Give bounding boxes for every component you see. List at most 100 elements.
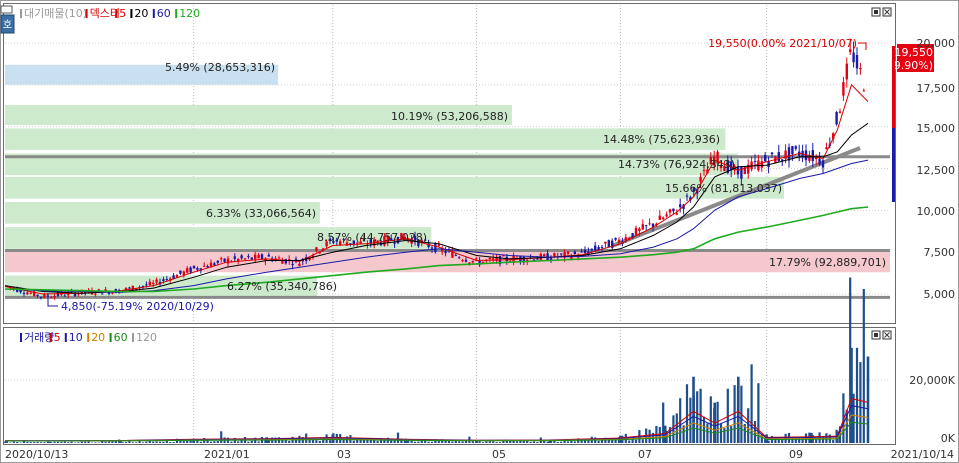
- moving-average-lines: [4, 83, 869, 295]
- current-change: ( 29.90%): [879, 59, 933, 72]
- volume-bar: [342, 437, 345, 443]
- volume-bar: [264, 438, 267, 443]
- y-tick-label: 12,500: [917, 164, 956, 177]
- side-tab-bg[interactable]: [0, 14, 15, 34]
- volume-bar: [549, 440, 553, 443]
- side-tab-label[interactable]: 호: [3, 19, 12, 31]
- candle-body: [685, 195, 689, 197]
- high-annotation-text: 19,550(0.00% 2021/10/07): [708, 37, 857, 50]
- volume-panel-buttons: [871, 330, 892, 340]
- volume-bar: [719, 423, 723, 443]
- candle-body: [111, 291, 114, 294]
- volume-bar: [410, 440, 413, 443]
- candle-body: [787, 147, 791, 161]
- volume-bar: [685, 384, 689, 443]
- candle-body: [267, 254, 270, 257]
- candle-body: [264, 258, 267, 262]
- volume-bar: [199, 441, 202, 443]
- candle-body: [189, 267, 192, 273]
- candle-body: [444, 250, 447, 254]
- candle-body: [152, 282, 155, 285]
- candle-body: [165, 278, 168, 280]
- volume-bar: [196, 439, 199, 443]
- candle-body: [481, 261, 485, 264]
- candle-body: [689, 197, 692, 201]
- candle-body: [743, 166, 746, 175]
- candle-body: [179, 270, 182, 274]
- volume-bar: [169, 442, 172, 443]
- y-tick-label: 5,000: [924, 288, 956, 301]
- volume-bar: [573, 441, 576, 443]
- candle-body: [563, 251, 566, 258]
- volume-bar-peak: [548, 440, 551, 443]
- volume-bar: [471, 441, 474, 443]
- candle-body: [770, 152, 774, 155]
- candle-body: [849, 49, 852, 53]
- candle-body: [424, 239, 427, 241]
- volume-bar: [532, 441, 536, 443]
- volume-bar: [798, 437, 801, 443]
- volume-bar: [750, 364, 753, 443]
- candle-body: [250, 257, 253, 260]
- low-annotation-text: 4,850(-75.19% 2020/10/29): [61, 300, 214, 313]
- panel-handle[interactable]: [0, 5, 13, 14]
- volume-bar-peak: [3, 441, 7, 443]
- candle-body: [325, 241, 328, 247]
- candle-body: [233, 256, 236, 259]
- candle-body: [97, 289, 100, 291]
- volume-bar: [328, 440, 332, 443]
- candle-body: [668, 209, 672, 213]
- candle-body: [573, 251, 576, 255]
- candle-body: [294, 258, 298, 260]
- volume-bar: [461, 441, 464, 443]
- legend-label: 덱스터: [90, 7, 120, 20]
- candle-body: [624, 237, 627, 241]
- volume-bar: [80, 441, 83, 443]
- volume-bar: [845, 409, 848, 443]
- candle-body: [791, 146, 794, 155]
- volume-bar: [733, 385, 736, 443]
- ma-line-60: [4, 159, 869, 293]
- legend-swatch: [85, 9, 88, 18]
- volume-bar: [124, 442, 128, 443]
- candle-body: [781, 159, 784, 161]
- volume-bar: [267, 438, 270, 443]
- volume-bar: [791, 437, 794, 443]
- candle-body: [342, 238, 345, 240]
- candle-body: [383, 236, 386, 246]
- candle-body: [145, 284, 148, 286]
- volume-bar: [458, 441, 461, 443]
- candle-body: [862, 90, 865, 92]
- candle-body: [675, 213, 678, 215]
- candle-body: [209, 262, 213, 268]
- candle-body: [101, 293, 104, 295]
- candle-body: [760, 161, 763, 168]
- volume-profile-bands: [5, 64, 890, 298]
- legend-label: 거래량: [24, 331, 54, 344]
- volume-bar: [767, 440, 770, 443]
- candle-body: [257, 254, 260, 259]
- candle-body: [73, 292, 77, 296]
- band-label-1: 10.19% (53,206,588): [391, 110, 508, 123]
- legend-swatch: [130, 9, 133, 18]
- volume-bar: [757, 383, 760, 443]
- volume-ma-line: [5, 421, 869, 442]
- candle-body: [237, 258, 240, 262]
- candle-body: [471, 260, 474, 263]
- candle-body: [315, 247, 318, 251]
- candle-body: [716, 151, 719, 164]
- legend-label: 20: [134, 7, 148, 20]
- volume-bar: [131, 442, 134, 443]
- side-tab-button[interactable]: 호: [0, 14, 15, 34]
- volume-bar: [815, 439, 818, 443]
- high-annotation: 19,550(0.00% 2021/10/07): [708, 37, 867, 50]
- candle-body: [36, 294, 39, 297]
- volume-bar: [206, 439, 209, 443]
- candle-body: [213, 263, 216, 266]
- volume-bar: [376, 440, 379, 443]
- volume-bar: [209, 441, 213, 443]
- volume-band: [5, 153, 738, 176]
- candle-body: [614, 237, 617, 240]
- candle-body: [128, 287, 131, 289]
- volume-bar: [675, 413, 678, 443]
